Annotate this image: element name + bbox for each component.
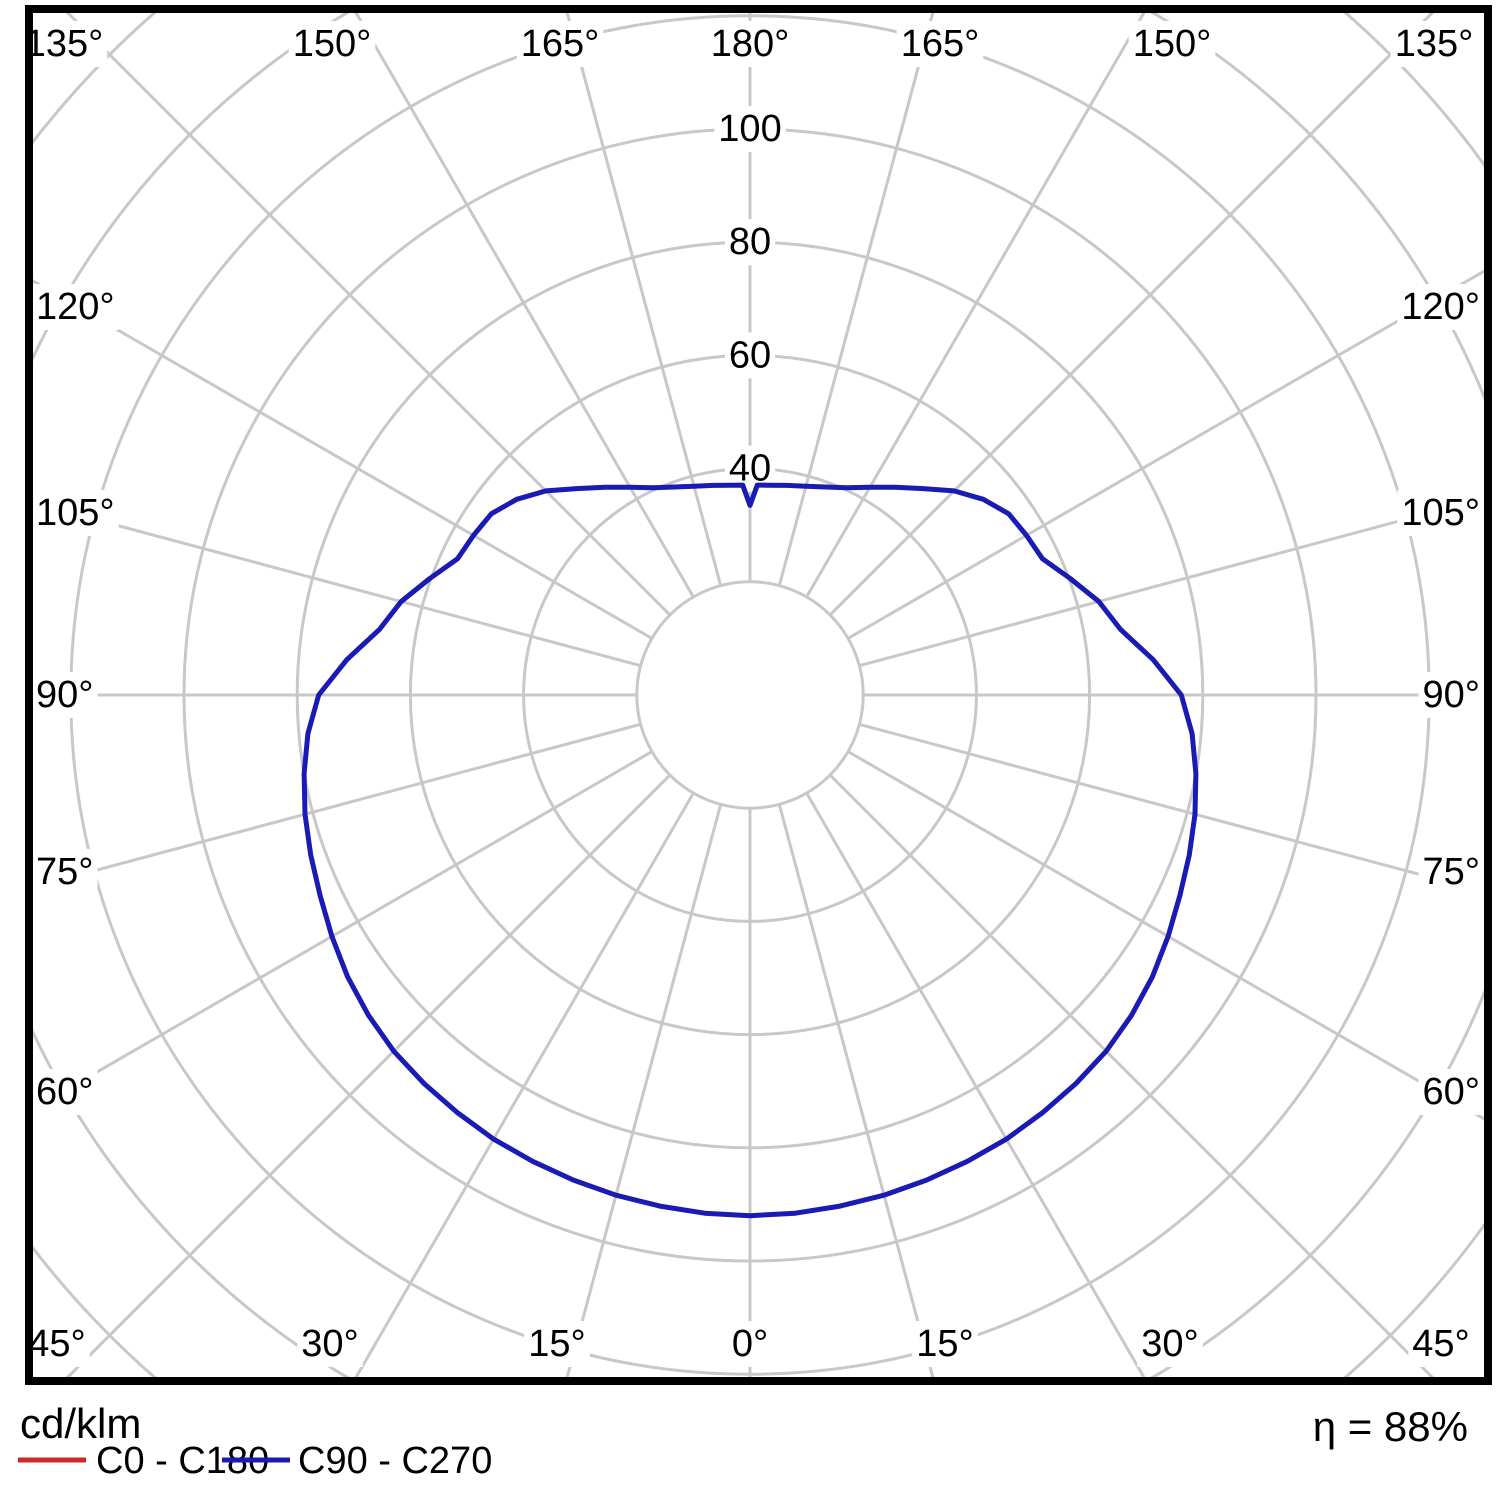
grid-spoke [33, 750, 653, 1111]
angle-label-right-bg [1418, 672, 1484, 718]
grid-spoke [847, 750, 1484, 1121]
radial-tick-label-bg [724, 219, 776, 266]
grid-spoke [858, 722, 1484, 894]
grid-spoke [564, 803, 723, 1381]
angle-label-bottom: 45° [28, 1323, 85, 1365]
plot-frame [25, 5, 1492, 1385]
angle-label-right-bg [1418, 849, 1484, 895]
grid-spoke [354, 13, 695, 598]
angle-label-top-bg [896, 21, 984, 67]
angle-label-top-bg [1128, 21, 1216, 67]
angle-label-bottom-bg [727, 1321, 773, 1367]
legend-label-c90-c270: C90 - C270 [298, 1440, 492, 1482]
angle-label-left: 90° [36, 674, 93, 716]
angle-label-right: 105° [1401, 492, 1480, 534]
angle-label-left: 75° [36, 851, 93, 893]
unit-label: cd/klm [20, 1400, 141, 1447]
grid-spoke [858, 496, 1484, 668]
angle-label-left: 105° [36, 492, 115, 534]
angle-label-top: 180° [711, 23, 790, 65]
grid-spoke [33, 501, 642, 668]
radial-tick-label: 60 [729, 334, 771, 376]
angle-label-left-bg [32, 284, 119, 330]
angle-label-top: 165° [901, 23, 980, 65]
grid-spoke [777, 803, 936, 1381]
angle-label-top-bg [20, 21, 108, 67]
chart-footer: cd/klm η = 88% C0 - C180 C90 - C270 [18, 1400, 1468, 1482]
angle-label-left-bg [32, 672, 98, 718]
angle-label-right-bg [1397, 284, 1484, 330]
radial-tick-label: 40 [729, 448, 771, 490]
axis-labels: 40 60 80 100 135° 150° 165° 180° 165° 150° 135° 45°… [20, 21, 1484, 1367]
angle-label-top: 135° [1395, 23, 1474, 65]
radial-tick-label: 80 [729, 221, 771, 263]
angle-label-bottom: 15° [528, 1323, 585, 1365]
angle-label-top: 135° [25, 23, 104, 65]
angle-label-bottom-bg [297, 1321, 363, 1367]
angle-label-top: 150° [1133, 23, 1212, 65]
grid-spoke [805, 792, 1148, 1381]
angle-label-bottom: 30° [1141, 1323, 1198, 1365]
angle-label-right-bg [1397, 490, 1484, 536]
angle-label-left-bg [32, 849, 98, 895]
grid-spoke [352, 792, 695, 1381]
angle-label-bottom: 15° [916, 1323, 973, 1365]
angle-label-right-bg [1418, 1069, 1484, 1115]
angle-label-right: 120° [1401, 286, 1480, 328]
angle-label-top-bg [288, 21, 376, 67]
angle-label-bottom: 45° [1412, 1323, 1469, 1365]
grid-spoke [805, 13, 1146, 598]
angle-label-bottom-bg [1408, 1321, 1474, 1367]
angle-label-left: 60° [36, 1071, 93, 1113]
angle-label-left: 120° [36, 286, 115, 328]
radial-tick-label-bg [724, 332, 776, 379]
angle-label-bottom-bg [524, 1321, 590, 1367]
angle-label-top-bg [1390, 21, 1478, 67]
grid-spoke [565, 13, 723, 587]
radial-tick-label: 100 [718, 108, 781, 150]
grid-spoke [33, 279, 653, 640]
grid-spoke [33, 722, 642, 889]
curve-layer [301, 482, 1199, 1219]
angle-label-bottom-bg [912, 1321, 978, 1367]
angle-label-left-bg [32, 490, 119, 536]
efficiency-label: η = 88% [1313, 1403, 1468, 1450]
angle-label-right: 90° [1423, 674, 1480, 716]
angle-label-top-bg [516, 21, 604, 67]
angle-label-right: 75° [1423, 851, 1480, 893]
angle-label-right: 60° [1423, 1071, 1480, 1113]
angle-label-bottom-bg [1137, 1321, 1203, 1367]
radial-tick-label-bg [714, 106, 786, 152]
angle-label-bottom: 30° [301, 1323, 358, 1365]
grid-spoke [847, 269, 1484, 640]
grid-spoke [777, 13, 935, 587]
angle-label-top: 150° [293, 23, 372, 65]
angle-label-bottom-bg [24, 1321, 90, 1367]
angle-label-top: 165° [521, 23, 600, 65]
angle-label-top-bg [706, 21, 794, 67]
angle-label-left-bg [32, 1069, 98, 1115]
angle-label-bottom: 0° [732, 1323, 768, 1365]
curve-c90-c270 [301, 482, 1199, 1219]
